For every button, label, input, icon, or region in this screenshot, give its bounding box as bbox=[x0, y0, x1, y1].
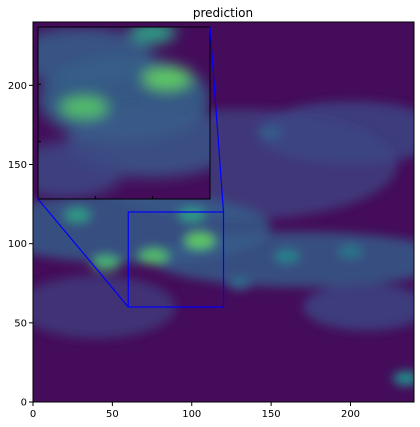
green-cell bbox=[91, 255, 121, 271]
y-tick-label: 150 bbox=[8, 160, 27, 171]
teal-band bbox=[227, 276, 252, 290]
axes-frame bbox=[32, 21, 415, 403]
inset-border bbox=[37, 26, 211, 200]
x-tick-label: 100 bbox=[182, 409, 201, 420]
x-axis: 0 50 100 150 200 bbox=[30, 402, 360, 420]
y-tick-label: 200 bbox=[8, 81, 27, 92]
background-band bbox=[303, 283, 414, 331]
plot-area bbox=[33, 22, 414, 402]
x-tick-label: 50 bbox=[106, 409, 119, 420]
background-band bbox=[33, 275, 176, 339]
y-tick-label: 0 bbox=[21, 398, 27, 409]
connector-line bbox=[209, 26, 225, 213]
green-cell bbox=[184, 232, 215, 249]
x-tick-label: 0 bbox=[30, 409, 36, 420]
y-tick-label: 100 bbox=[8, 239, 27, 250]
green-cell bbox=[178, 207, 206, 223]
green-cell-inset bbox=[142, 67, 192, 90]
background-band bbox=[255, 101, 414, 165]
x-tick-label: 150 bbox=[262, 409, 281, 420]
y-axis: 0 50 100 150 200 bbox=[8, 81, 33, 409]
inset-band bbox=[38, 27, 153, 85]
inset-band bbox=[38, 141, 124, 199]
green-cell bbox=[139, 248, 169, 265]
connector-line bbox=[37, 198, 129, 308]
zoom-box-rect bbox=[127, 211, 225, 308]
x-tick-label: 200 bbox=[341, 409, 360, 420]
inset-ticks bbox=[38, 83, 154, 199]
green-cell bbox=[64, 207, 91, 223]
teal-band bbox=[274, 249, 300, 264]
teal-band bbox=[259, 126, 283, 140]
teal-spot bbox=[393, 371, 414, 386]
y-tick-label: 50 bbox=[14, 318, 27, 329]
inset-heatmap bbox=[38, 27, 210, 199]
green-cell-inset bbox=[59, 96, 109, 119]
zoom-connector-lines bbox=[37, 26, 225, 308]
zoom-inset bbox=[37, 26, 211, 200]
chart-title: prediction bbox=[193, 6, 253, 20]
teal-band bbox=[338, 244, 363, 259]
zoom-region-box bbox=[127, 211, 225, 308]
green-cell-inset bbox=[129, 27, 176, 44]
